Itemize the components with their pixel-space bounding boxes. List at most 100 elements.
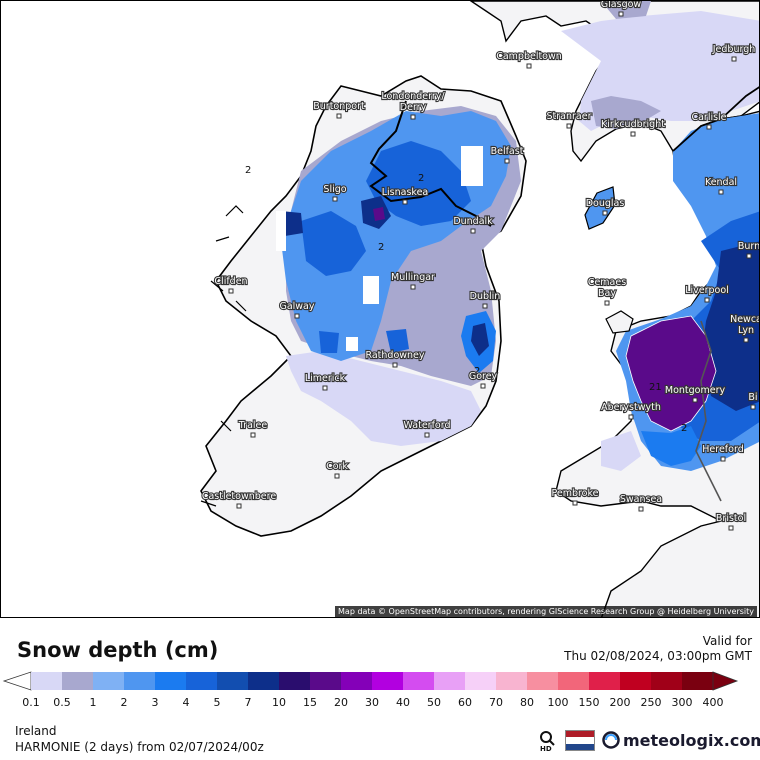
city-dot	[294, 313, 300, 319]
city-marker[interactable]: Campbeltown	[495, 50, 563, 69]
city-marker[interactable]: Bi	[747, 391, 759, 410]
city-marker[interactable]: Carlisle	[690, 111, 728, 130]
snow-depth-map[interactable]: 2 2 2 2 21 2 Glasgow Campbeltown Jedburgh Burton…	[0, 0, 760, 618]
city-label: Derry	[400, 102, 427, 113]
no-data-hole	[346, 337, 358, 351]
scale-tick-label: 7	[244, 696, 252, 709]
city-label: Burtonport	[313, 101, 365, 112]
netherlands-flag-icon[interactable]	[565, 730, 595, 751]
scale-swatch	[651, 672, 682, 690]
snow-wicklow-deep	[471, 323, 489, 356]
city-dot	[728, 525, 734, 531]
contour-label: 2	[378, 242, 384, 253]
city-label: Rathdowney	[365, 350, 424, 361]
city-marker[interactable]: Aberystwyth	[600, 401, 662, 420]
city-marker[interactable]: Dublin	[469, 290, 501, 309]
city-dot	[228, 288, 234, 294]
city-dot	[731, 56, 737, 62]
city-label: Belfast	[491, 146, 524, 157]
scale-swatch	[186, 672, 217, 690]
city-dot	[424, 432, 430, 438]
city-label: Lisnaskea	[382, 187, 429, 198]
city-dot	[618, 11, 624, 17]
brand-logo[interactable]: meteologix.com	[602, 729, 760, 751]
city-dot	[718, 189, 724, 195]
city-marker[interactable]: Tralee	[237, 419, 268, 438]
city-marker[interactable]: Bristol	[715, 512, 747, 531]
city-marker[interactable]: Londonderry/Derry	[380, 90, 446, 120]
scale-tick-label: 10	[272, 696, 286, 709]
city-marker[interactable]: Hereford	[701, 443, 745, 462]
city-marker[interactable]: Glasgow	[600, 1, 643, 17]
scale-tick-label: 150	[578, 696, 600, 709]
scale-swatch	[403, 672, 434, 690]
city-label: Waterford	[403, 420, 450, 431]
meteologix-logo-icon	[602, 731, 620, 749]
scale-tick-label: 40	[396, 696, 410, 709]
city-marker[interactable]: Dundalk	[452, 215, 494, 234]
city-marker[interactable]: Montgomery	[664, 384, 727, 403]
scale-swatch	[527, 672, 558, 690]
scale-swatch	[31, 672, 62, 690]
city-label: Lyn	[738, 325, 754, 336]
city-marker[interactable]: Castletownbere	[201, 490, 277, 509]
city-dot	[720, 456, 726, 462]
scale-tick-label: 15	[303, 696, 317, 709]
city-label: Pembroke	[551, 488, 598, 499]
city-marker[interactable]: Belfast	[489, 145, 525, 164]
snow-ireland-purple	[373, 207, 385, 221]
city-label: Campbeltown	[496, 51, 562, 62]
city-marker[interactable]: Clifden	[213, 275, 249, 294]
city-marker[interactable]: Burn	[737, 240, 760, 259]
city-label: Stranraer	[547, 111, 592, 122]
snow-ireland-mid2	[301, 211, 366, 276]
city-dot	[336, 113, 342, 119]
land-isle-of-man	[584, 186, 616, 230]
city-marker[interactable]: Pembroke	[550, 487, 600, 506]
city-label: Glasgow	[601, 1, 642, 10]
city-label: Kendal	[705, 177, 737, 188]
city-marker[interactable]: Douglas	[585, 197, 625, 216]
snow-ireland-deep2	[281, 211, 303, 236]
scale-swatch	[93, 672, 124, 690]
snow-wales-blue	[641, 426, 701, 466]
city-marker[interactable]: Stranraer	[545, 110, 593, 129]
city-marker[interactable]: Swansea	[619, 493, 663, 512]
city-dot	[526, 63, 532, 69]
contour-label: 2	[474, 366, 480, 377]
city-marker[interactable]: Kendal	[704, 176, 738, 195]
scale-tick-label: 0.1	[22, 696, 40, 709]
scale-tick-label: 1	[89, 696, 97, 709]
city-label: Douglas	[586, 198, 625, 209]
no-data-hole	[276, 211, 286, 251]
city-marker[interactable]: Sligo	[322, 183, 348, 202]
map-attribution[interactable]: Map data © OpenStreetMap contributors, r…	[335, 606, 757, 617]
city-marker[interactable]: Cork	[325, 460, 350, 479]
hd-zoom-icon[interactable]: HD	[538, 730, 558, 752]
city-marker[interactable]: Mullingar	[390, 271, 436, 290]
city-marker[interactable]: Jedburgh	[711, 43, 756, 62]
city-dot	[638, 506, 644, 512]
city-marker[interactable]: Rathdowney	[364, 349, 426, 368]
scale-swatch	[124, 672, 155, 690]
city-dot	[410, 284, 416, 290]
city-marker[interactable]: Gorey	[468, 370, 499, 389]
city-dot	[743, 337, 749, 343]
scale-swatch	[620, 672, 651, 690]
city-marker[interactable]: Limerick	[304, 372, 347, 391]
city-marker[interactable]: Waterford	[402, 419, 452, 438]
city-marker[interactable]: Liverpool	[684, 284, 730, 303]
map-canvas: 2 2 2 2 21 2 Glasgow Campbeltown Jedburgh Burton…	[200, 1, 760, 617]
city-marker[interactable]: Lisnaskea	[381, 186, 429, 205]
scale-swatch	[155, 672, 186, 690]
city-marker[interactable]: Kirkcudbright	[600, 118, 666, 137]
no-data-hole	[461, 146, 483, 186]
city-marker[interactable]: Galway	[278, 300, 316, 319]
ni-border	[369, 100, 492, 227]
city-marker[interactable]: Burtonport	[312, 100, 366, 119]
scale-tick-label: 250	[640, 696, 662, 709]
city-dot	[604, 300, 610, 306]
city-dot	[332, 196, 338, 202]
